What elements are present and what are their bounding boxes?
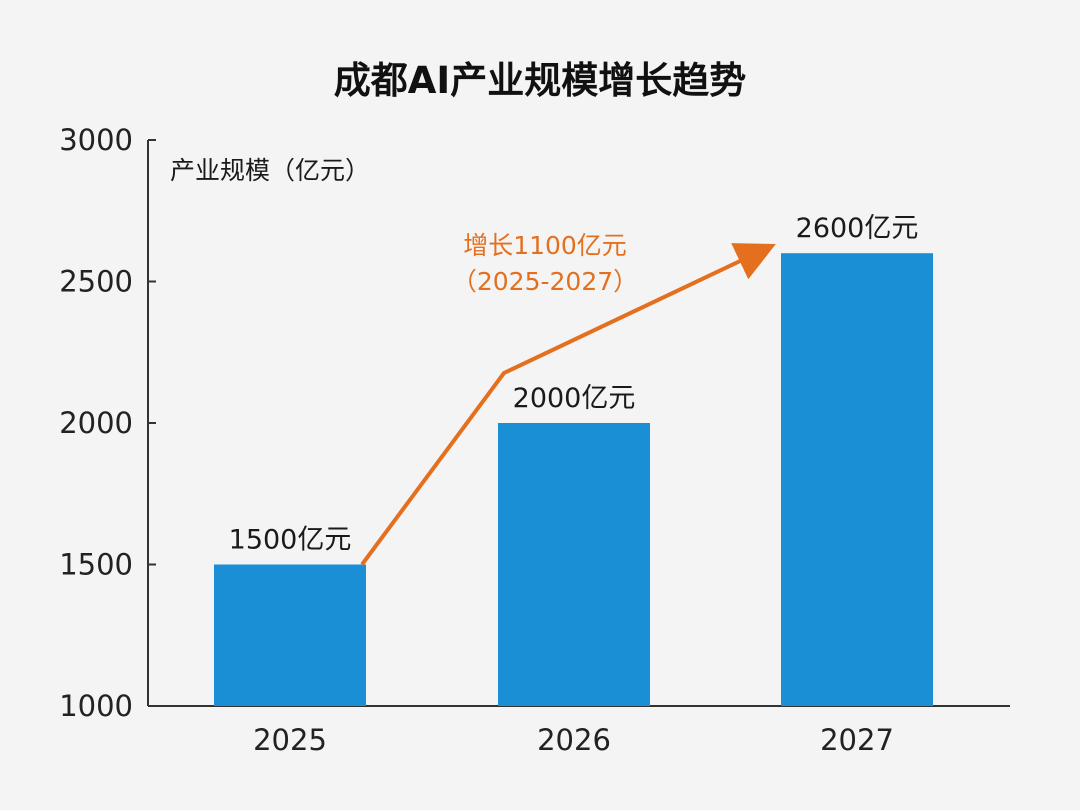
y-tick-label: 2000: [59, 406, 133, 440]
x-tick-label-2026: 2026: [537, 723, 611, 757]
y-axis-label: 产业规模（亿元）: [170, 156, 370, 185]
bar-2025: [214, 564, 366, 706]
growth-annotation-line-1: 增长1100亿元: [463, 231, 627, 260]
chart-title: 成都AI产业规模增长趋势: [333, 59, 747, 102]
y-tick-label: 2500: [59, 265, 133, 299]
data-label-2026: 2000亿元: [513, 383, 636, 414]
growth-annotation-line-2: （2025-2027）: [452, 267, 638, 296]
y-tick-label: 3000: [59, 123, 133, 157]
bar-2027: [781, 253, 933, 706]
data-label-2025: 1500亿元: [229, 525, 352, 556]
growth-arrow: [360, 243, 776, 566]
y-tick-label: 1500: [59, 548, 133, 582]
data-label-2027: 2600亿元: [796, 213, 919, 244]
bar-2026: [498, 423, 650, 706]
x-tick-label-2025: 2025: [253, 723, 327, 757]
y-tick-label: 1000: [59, 689, 133, 723]
x-tick-label-2027: 2027: [820, 723, 894, 757]
